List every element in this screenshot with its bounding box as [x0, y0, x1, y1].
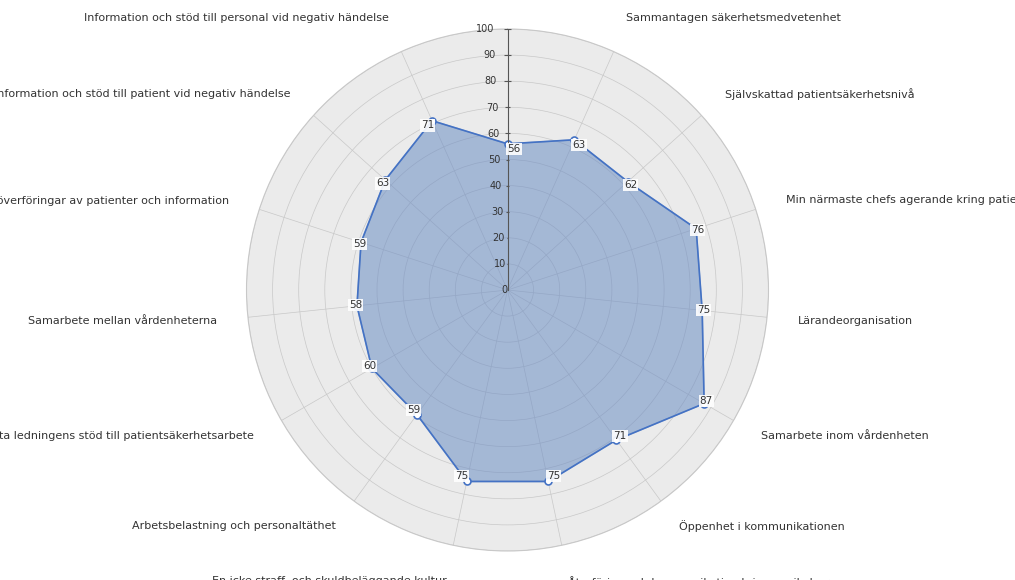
Text: 76: 76 — [691, 225, 704, 235]
Text: 20: 20 — [492, 233, 504, 243]
Text: Överlämningar och överföringar av patienter och information: Överlämningar och överföringar av patien… — [0, 194, 229, 206]
Text: Information och stöd till personal vid negativ händelse: Information och stöd till personal vid n… — [83, 13, 389, 23]
Text: Återföring och kommunikation kring avvikelser: Återföring och kommunikation kring avvik… — [568, 576, 830, 580]
Text: Självskattad patientsäkerhetsnivå: Självskattad patientsäkerhetsnivå — [725, 88, 915, 100]
Text: Samarbete mellan vårdenheterna: Samarbete mellan vårdenheterna — [27, 316, 217, 325]
Text: Arbetsbelastning och personaltäthet: Arbetsbelastning och personaltäthet — [132, 521, 336, 531]
Text: 75: 75 — [455, 472, 468, 481]
Text: 30: 30 — [491, 207, 503, 217]
Text: 62: 62 — [624, 180, 637, 190]
Text: 40: 40 — [490, 181, 502, 191]
Text: Lärandeorganisation: Lärandeorganisation — [798, 316, 914, 325]
Text: Information och stöd till patient vid negativ händelse: Information och stöd till patient vid ne… — [0, 89, 290, 99]
Text: 59: 59 — [353, 239, 366, 249]
Text: 80: 80 — [485, 77, 497, 86]
Text: 10: 10 — [494, 259, 506, 269]
Text: 75: 75 — [547, 472, 560, 481]
Text: 0: 0 — [501, 285, 508, 295]
Text: 60: 60 — [363, 361, 377, 371]
Text: 71: 71 — [421, 121, 434, 130]
Polygon shape — [357, 121, 704, 481]
Text: 50: 50 — [488, 155, 501, 165]
Text: Samarbete inom vårdenheten: Samarbete inom vårdenheten — [760, 431, 929, 441]
Text: 90: 90 — [483, 50, 495, 60]
Text: Öppenhet i kommunikationen: Öppenhet i kommunikationen — [679, 520, 845, 532]
Text: 58: 58 — [349, 300, 362, 310]
Text: Min närmaste chefs agerande kring patientsäkerhet: Min närmaste chefs agerande kring patien… — [786, 195, 1015, 205]
Text: 60: 60 — [487, 129, 499, 139]
Text: 59: 59 — [407, 405, 420, 415]
Text: 70: 70 — [486, 103, 498, 113]
Text: 63: 63 — [376, 179, 389, 188]
Text: Högsta ledningens stöd till patientsäkerhetsarbete: Högsta ledningens stöd till patientsäker… — [0, 431, 255, 441]
Text: 87: 87 — [699, 396, 713, 406]
Text: 100: 100 — [476, 24, 494, 34]
Text: 75: 75 — [697, 305, 710, 315]
Text: 71: 71 — [613, 431, 626, 441]
Text: 56: 56 — [508, 144, 521, 154]
Text: En icke straff- och skuldbeläggande kultur: En icke straff- och skuldbeläggande kult… — [212, 576, 447, 580]
Text: 63: 63 — [572, 140, 586, 150]
Text: Sammantagen säkerhetsmedvetenhet: Sammantagen säkerhetsmedvetenhet — [626, 13, 841, 23]
